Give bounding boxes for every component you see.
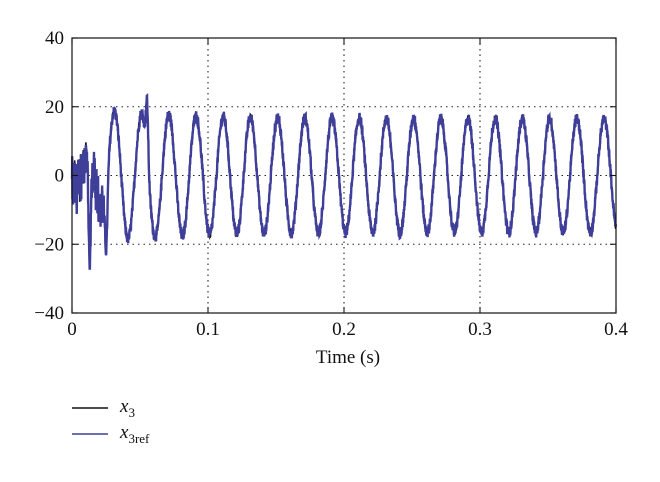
legend-label-x3-subscript: 3 — [128, 405, 135, 420]
legend-item-x3: x3 — [72, 396, 135, 420]
legend: x3 x3ref — [72, 396, 150, 446]
x-tick-label: 0.1 — [196, 319, 220, 340]
y-tick-label: −20 — [34, 234, 64, 255]
tick-marks — [71, 37, 617, 314]
series-line-x3ref — [70, 92, 617, 270]
legend-label-x3: x3 — [119, 396, 135, 420]
y-tick-label: 20 — [45, 97, 64, 118]
tick-labels: 0 0.1 0.2 0.3 0.4 −40 −20 0 20 40 — [34, 28, 628, 340]
legend-label-x3ref-subscript: 3ref — [128, 431, 150, 446]
series-layer — [70, 92, 617, 270]
y-tick-label: −40 — [34, 303, 64, 324]
legend-label-x3ref: x3ref — [119, 422, 150, 446]
legend-label-x3ref-base: x — [119, 422, 129, 443]
legend-label-x3-base: x — [119, 396, 129, 417]
legend-item-x3ref: x3ref — [72, 422, 150, 446]
y-tick-label: 0 — [55, 166, 65, 187]
grid-lines — [72, 38, 616, 313]
x-tick-label: 0.2 — [332, 319, 356, 340]
x-tick-label: 0.3 — [468, 319, 492, 340]
x-axis-label: Time (s) — [316, 347, 380, 368]
x-tick-label: 0 — [67, 319, 77, 340]
y-tick-label: 40 — [45, 28, 64, 49]
x-tick-label: 0.4 — [604, 319, 628, 340]
